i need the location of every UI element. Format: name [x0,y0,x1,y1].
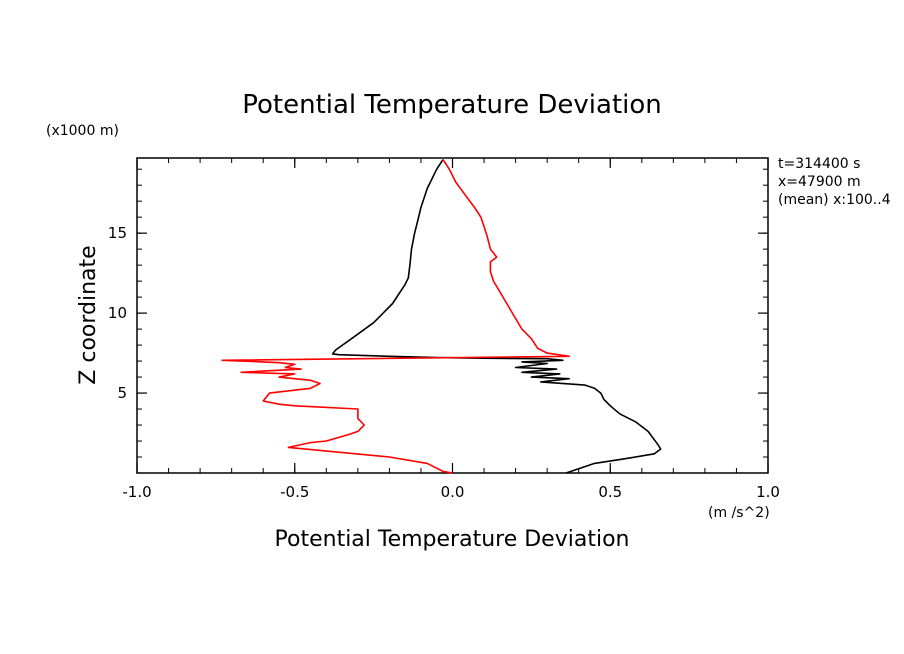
y-tick-label: 10 [108,304,127,322]
x-tick-label: 0.0 [441,483,465,501]
plot-area: -1.0 -0.5 0.0 0.5 1.0 5 10 15 [108,157,780,501]
y-tick-label: 15 [108,224,127,242]
annotation-x: x=47900 m [778,174,861,190]
annotation-mean: (mean) x:100..4 [778,192,891,208]
x-units-label: (m /s^2) [708,505,770,521]
y-units-label: (x1000 m) [46,123,119,139]
y-tick-label: 5 [117,384,127,402]
chart-title: Potential Temperature Deviation [242,90,662,120]
series-line-black [331,159,662,474]
x-tick-label: 1.0 [756,483,780,501]
x-axis-label: Potential Temperature Deviation [275,527,630,552]
plot-frame [136,157,769,474]
x-tick-label: -1.0 [122,483,151,501]
x-tick-label: -0.5 [280,483,309,501]
ticks: -1.0 -0.5 0.0 0.5 1.0 5 10 15 [108,158,780,501]
x-tick-label: 0.5 [598,483,622,501]
y-axis-label: Z coordinate [76,245,101,384]
series-line-red [221,159,571,474]
series-group [221,159,662,474]
annotation-time: t=314400 s [778,156,860,172]
